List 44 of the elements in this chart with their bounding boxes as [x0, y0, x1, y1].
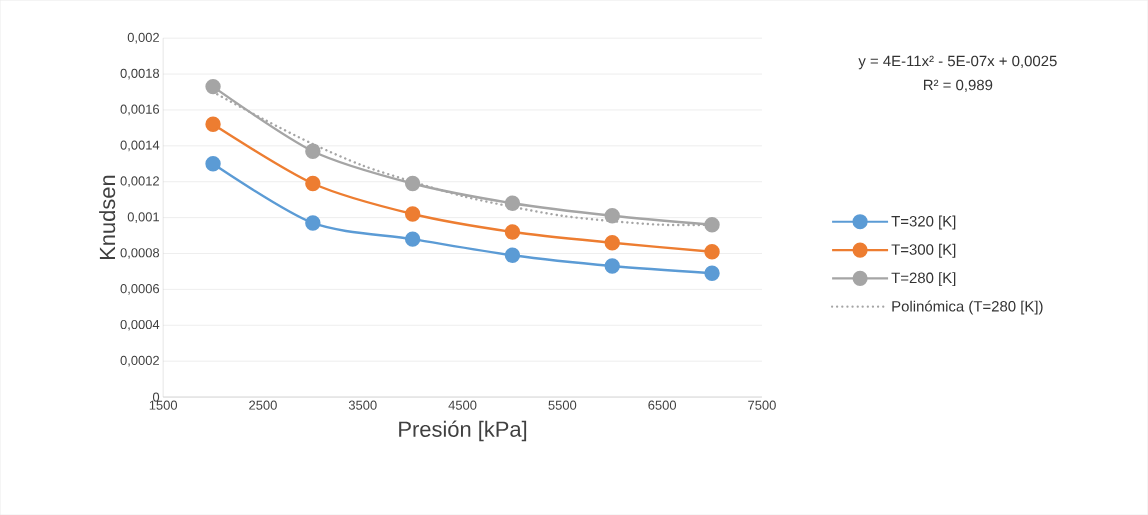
point	[504, 247, 521, 263]
y-tick-label: 0,0002	[120, 355, 159, 367]
legend-label: T=300 [K]	[891, 243, 956, 258]
legend-label: Polinómica (T=280 [K])	[892, 300, 1043, 315]
point	[504, 224, 521, 240]
y-axis-title: Knudsen	[99, 175, 116, 259]
y-tick-label: 0,0006	[120, 283, 160, 295]
y-tick-label: 0,0012	[120, 176, 159, 187]
y-tick-label: 0,0016	[120, 104, 160, 116]
point	[305, 215, 321, 231]
y-tick-label: 0,0004	[120, 319, 160, 331]
point	[604, 208, 620, 224]
point	[404, 231, 421, 247]
x-tick-label: 3500	[348, 400, 377, 410]
point	[404, 206, 421, 222]
point	[704, 217, 720, 233]
point	[205, 155, 221, 172]
y-tick-label: 0,0018	[120, 68, 160, 80]
point	[305, 175, 321, 192]
point	[205, 78, 221, 95]
point	[504, 195, 521, 211]
text: R² = 0,989	[924, 79, 993, 92]
y-tick-label: 0,001	[127, 212, 159, 223]
x-tick-label: 4500	[448, 400, 477, 410]
point	[205, 116, 221, 132]
text: y = 4E-11x² - 5E-07x + 0,0025	[858, 55, 1057, 70]
x-tick-label: 2500	[249, 400, 277, 410]
y-tick-label: 0,0008	[120, 248, 160, 259]
legend-label: T=280 [K]	[891, 272, 956, 286]
x-tick-label: 6500	[648, 400, 677, 410]
x-tick-label: 5500	[548, 400, 577, 410]
x-tick-label: 1500	[149, 400, 178, 410]
y-tick-label: 0	[152, 392, 160, 402]
x-axis-title: Presión [kPa]	[399, 420, 527, 442]
point	[704, 243, 720, 260]
y-tick-label: 0,0014	[120, 140, 160, 152]
x-tick-label: 7500	[748, 400, 776, 410]
legend-label: T=320 [K]	[891, 215, 956, 230]
point	[604, 234, 620, 251]
point	[604, 258, 620, 274]
y-tick-label: 0,002	[127, 32, 159, 44]
point	[305, 143, 321, 159]
point	[404, 175, 421, 192]
point	[704, 265, 720, 281]
